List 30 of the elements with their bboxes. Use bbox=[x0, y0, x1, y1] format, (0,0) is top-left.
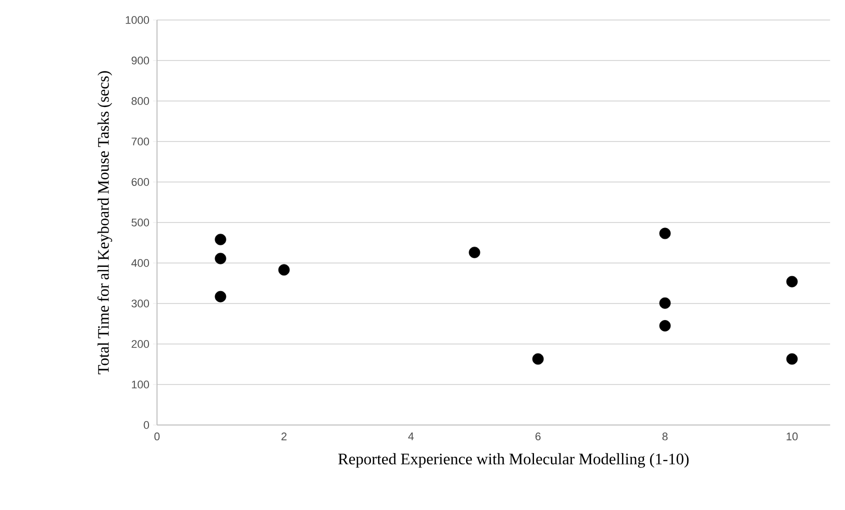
point bbox=[214, 252, 226, 264]
x-tick-label: 6 bbox=[536, 432, 541, 440]
x-tick-label: 2 bbox=[281, 432, 287, 440]
point bbox=[468, 246, 480, 258]
x-tick-label: 0 bbox=[154, 432, 160, 440]
y-tick-label: 1000 bbox=[126, 16, 150, 24]
point bbox=[214, 234, 226, 246]
point bbox=[278, 264, 290, 276]
x-tick-label: 8 bbox=[662, 432, 668, 440]
point bbox=[786, 276, 798, 288]
y-tick-label: 400 bbox=[131, 259, 150, 267]
y-tick-label: 300 bbox=[132, 300, 150, 308]
x-tick-label: 10 bbox=[786, 432, 798, 440]
y-tick-label: 600 bbox=[132, 178, 150, 186]
y-tick-label: 900 bbox=[132, 56, 150, 64]
point bbox=[532, 353, 544, 365]
y-tick-label: 200 bbox=[132, 340, 150, 348]
y-tick-label: 500 bbox=[132, 218, 150, 226]
point bbox=[214, 290, 226, 302]
y-tick-label: 700 bbox=[132, 138, 150, 146]
point bbox=[659, 228, 671, 240]
point bbox=[786, 353, 798, 365]
point bbox=[659, 297, 671, 309]
y-axis-title: Total Time for all Keyboard Mouse Tasks (secs) bbox=[97, 71, 112, 374]
y-tick-label: 0 bbox=[144, 421, 150, 429]
y-tick-label: 100 bbox=[132, 380, 150, 388]
point bbox=[659, 320, 671, 332]
x-tick-label: 4 bbox=[408, 432, 414, 440]
x-axis-title: Reported Experience with Molecular Modelling (1-10) bbox=[338, 453, 689, 468]
y-tick-label: 800 bbox=[132, 97, 150, 105]
